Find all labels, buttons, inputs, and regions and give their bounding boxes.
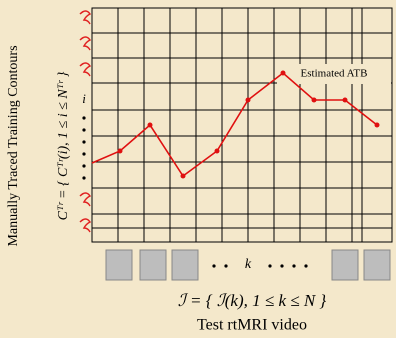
point — [312, 98, 317, 103]
dot — [268, 264, 271, 267]
training-index: i — [82, 91, 86, 106]
dot — [82, 164, 85, 167]
test-set: ℐ = { ℐ(k), 1 ≤ k ≤ N } — [178, 291, 327, 310]
training-set: Cᵀʳ = { Cᵀʳ(i), 1 ≤ i ≤ Nᵀʳ } — [56, 71, 71, 220]
dot — [82, 176, 85, 179]
point — [148, 123, 153, 128]
dot — [82, 116, 85, 119]
dot — [280, 264, 283, 267]
frame — [364, 250, 390, 280]
dot — [224, 264, 227, 267]
dot — [82, 128, 85, 131]
point — [281, 71, 286, 76]
dot — [82, 152, 85, 155]
point — [375, 123, 380, 128]
point — [118, 149, 123, 154]
test-index: k — [245, 257, 252, 272]
frame — [332, 250, 358, 280]
dot — [82, 140, 85, 143]
dot — [304, 264, 307, 267]
frame — [140, 250, 166, 280]
frame — [172, 250, 198, 280]
point — [215, 149, 220, 154]
estimate-label: Estimated ATB — [301, 68, 368, 80]
point — [343, 98, 348, 103]
dot — [212, 264, 215, 267]
page: Estimated ATB i Manually Traced Training… — [0, 0, 396, 338]
point — [246, 98, 251, 103]
x-label: Test rtMRI video — [197, 317, 307, 334]
dot — [292, 264, 295, 267]
point — [181, 174, 186, 179]
frame — [106, 250, 132, 280]
figure: Estimated ATB i Manually Traced Training… — [0, 0, 396, 338]
y-label: Manually Traced Training Contours — [6, 45, 21, 246]
